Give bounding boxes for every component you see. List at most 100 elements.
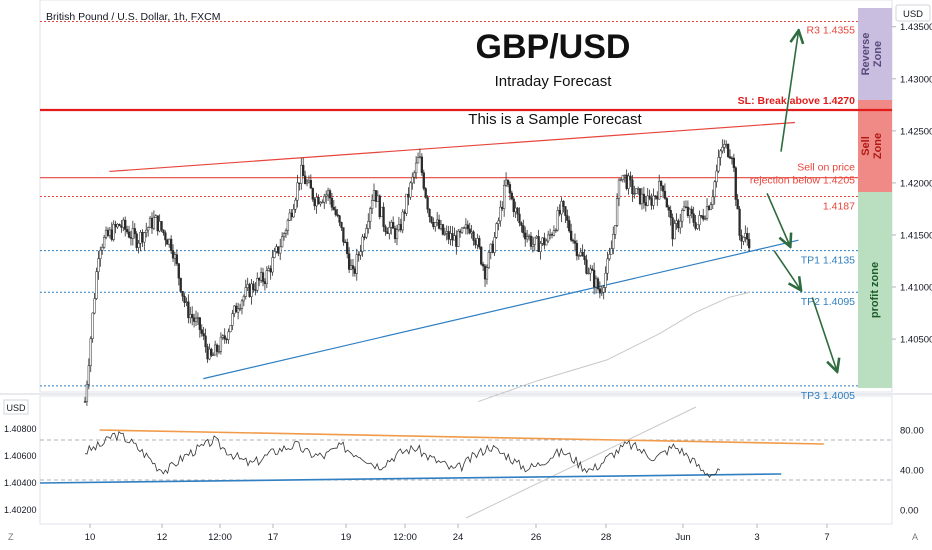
candle-body [326, 190, 330, 196]
candle-body [694, 222, 697, 229]
candle-body [503, 185, 506, 209]
candle-body [393, 228, 397, 240]
candle-body [95, 271, 98, 299]
candle-body [141, 232, 144, 243]
auto-scale-toggle[interactable]: A [912, 532, 918, 542]
candle-body [495, 223, 498, 238]
candle-body [591, 268, 594, 271]
oscillator-axis[interactable]: 0.00 40.00 80.00 1.40800 1.40600 1.40400 1.402… [4, 424, 924, 517]
candle-body [127, 231, 131, 238]
level-label-sell-line2: rejection below 1.4205 [750, 175, 855, 187]
time-axis[interactable]: 10 12 12:00 17 19 12:00 24 26 28 Jun 3 7 [85, 524, 830, 543]
candle-body [524, 232, 527, 240]
currency-badge[interactable] [895, 4, 931, 22]
candle-body [162, 229, 165, 234]
candle-body [635, 188, 638, 194]
time-tick-label: 12 [157, 532, 168, 543]
candle-body [223, 335, 226, 340]
time-tick-label: 17 [268, 532, 279, 543]
forecast-arrow-3[interactable] [773, 250, 800, 290]
candle-body [520, 222, 523, 226]
time-tick-label: Jun [675, 532, 690, 543]
candle-body [363, 236, 366, 238]
candle-body [177, 263, 180, 279]
oscillator [39, 406, 892, 519]
candle-body [118, 224, 121, 226]
candle-body [529, 235, 533, 247]
candle-body [359, 251, 362, 256]
reverse-zone-label: Reverse Zone [860, 33, 884, 76]
osc-resistance-line[interactable] [99, 429, 824, 445]
candle-body [740, 235, 743, 242]
candle-body [147, 227, 150, 231]
candle-body [537, 236, 540, 252]
candle-body [642, 193, 646, 203]
candle-body [612, 233, 615, 249]
candle-body [730, 157, 734, 160]
candle-body [254, 289, 257, 291]
candle-body [355, 254, 358, 274]
resistance-trendline[interactable] [109, 121, 795, 173]
candle-body [499, 206, 502, 222]
candle-body [696, 224, 699, 229]
candle-body [472, 231, 475, 241]
level-label-sl: SL: Break above 1.4270 [738, 95, 855, 107]
candle-body [485, 267, 489, 280]
candle-body [365, 228, 368, 238]
candle-body [275, 246, 278, 252]
candle-body [514, 207, 517, 213]
timezone-marker[interactable]: Z [8, 532, 14, 542]
forecast-arrow-1[interactable] [780, 32, 798, 152]
candle-body [376, 195, 379, 202]
candle-body [294, 199, 297, 210]
candle-body [145, 229, 148, 233]
candle-body [382, 206, 385, 227]
candle-body [416, 157, 420, 164]
time-tick-label: 7 [824, 532, 829, 543]
price-tick-label: 1.41500 [900, 230, 932, 241]
candle-body [122, 219, 125, 228]
candle-body [309, 180, 313, 189]
candle-body [669, 210, 672, 218]
support-trendline[interactable] [203, 239, 799, 380]
candle-body [652, 195, 655, 206]
candle-body [150, 217, 154, 229]
candle-body [179, 277, 182, 292]
profit-zone-label: profit zone [869, 262, 881, 318]
candle-body [395, 229, 399, 240]
currency-badge-label: USD [903, 9, 923, 20]
candle-body [602, 287, 605, 293]
price-axis[interactable]: 1.40500 1.41000 1.41500 1.42000 1.42500 1.430… [892, 22, 932, 346]
osc-currency-badge[interactable] [3, 399, 29, 415]
sample-note: This is a Sample Forecast [468, 111, 642, 128]
sell-zone-label: Sell Zone [860, 133, 884, 159]
candle-body [189, 314, 192, 319]
candle-body [369, 208, 372, 222]
candle-body [675, 220, 678, 224]
candle-body [166, 239, 169, 245]
osc-support-line[interactable] [39, 473, 782, 484]
candle-body [173, 254, 177, 259]
candle-body [91, 312, 94, 339]
candle-body [550, 234, 554, 236]
candle-body [682, 206, 686, 211]
candle-body [527, 235, 531, 238]
candle-body [87, 365, 90, 385]
candle-body [303, 175, 307, 185]
candle-body [728, 156, 732, 159]
candle-body [422, 172, 425, 189]
candle-body [592, 270, 596, 288]
forecast-arrow-2[interactable] [766, 192, 790, 245]
candle-body [673, 223, 676, 240]
forecast-arrow-4[interactable] [811, 297, 836, 370]
candle-body [407, 193, 410, 198]
forecast-arrows[interactable] [766, 32, 837, 370]
candle-body [470, 231, 473, 234]
candle-body [390, 222, 393, 228]
candle-body [430, 216, 433, 223]
candle-body [468, 228, 471, 234]
candle-body [284, 230, 288, 234]
candle-body [659, 181, 663, 187]
candle-body [631, 179, 634, 195]
candle-body [160, 221, 163, 231]
